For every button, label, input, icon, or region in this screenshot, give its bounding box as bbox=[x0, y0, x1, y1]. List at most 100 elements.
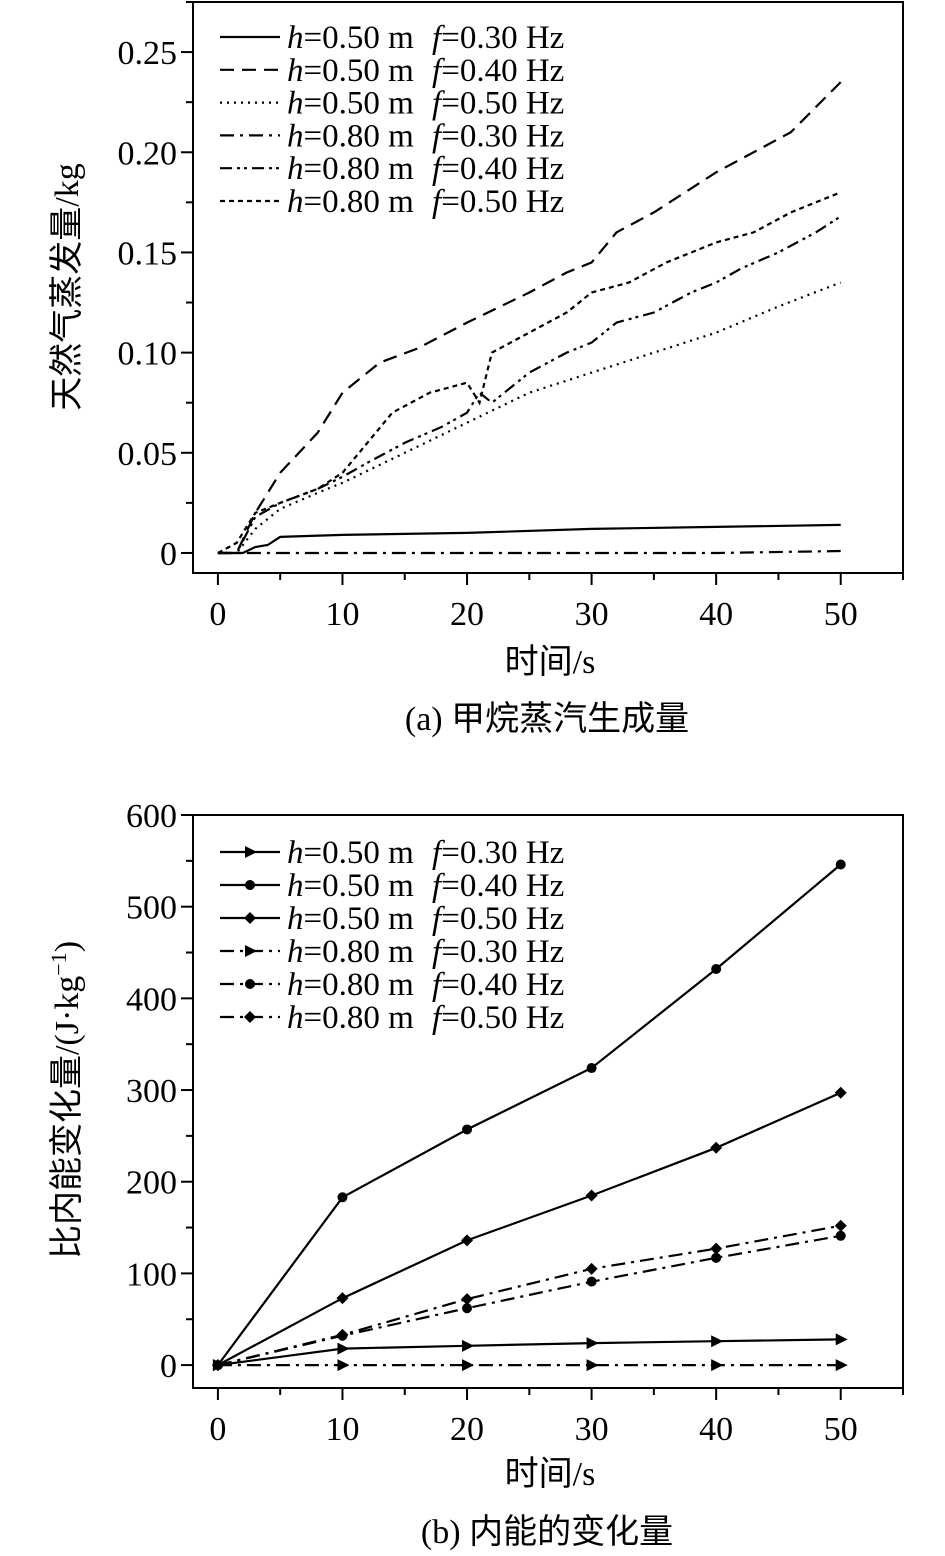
series-line bbox=[217, 215, 842, 555]
series-5 bbox=[217, 215, 842, 555]
x-axis-title: 时间/s bbox=[505, 1456, 596, 1493]
data-point bbox=[586, 1337, 599, 1350]
series-4 bbox=[212, 1359, 848, 1372]
plot-frame bbox=[192, 814, 904, 1389]
y-tick-label: 0.15 bbox=[118, 235, 178, 272]
series-1 bbox=[217, 523, 841, 555]
x-tick-label: 20 bbox=[450, 1411, 484, 1448]
data-point bbox=[835, 1359, 848, 1372]
data-point bbox=[337, 1359, 350, 1372]
series-6 bbox=[217, 191, 842, 554]
legend-label: h=0.50 m f=0.50 Hz bbox=[287, 86, 564, 122]
data-point bbox=[336, 1328, 349, 1341]
legend-label: h=0.80 m f=0.40 Hz bbox=[287, 967, 564, 1003]
legend-marker bbox=[245, 979, 255, 989]
data-point bbox=[337, 1342, 350, 1355]
data-point bbox=[834, 1086, 847, 1099]
series-line bbox=[217, 523, 841, 555]
data-point bbox=[835, 1230, 846, 1241]
data-point bbox=[711, 1252, 722, 1263]
data-point bbox=[462, 1359, 475, 1372]
legend-marker bbox=[244, 1011, 256, 1023]
series-line bbox=[217, 1091, 842, 1367]
data-point bbox=[586, 1063, 597, 1074]
data-point bbox=[211, 1359, 224, 1372]
data-point bbox=[462, 1339, 475, 1352]
y-axis-title: 比内能变化量/(J·kg−1) bbox=[46, 941, 86, 1259]
x-axis-title: 时间/s bbox=[505, 644, 596, 681]
y-tick-label: 0 bbox=[160, 1348, 177, 1385]
y-tick-label: 300 bbox=[126, 1073, 177, 1110]
x-tick-label: 50 bbox=[824, 1411, 858, 1448]
series-line bbox=[217, 191, 842, 554]
legend-label: h=0.50 m f=0.40 Hz bbox=[287, 53, 564, 89]
x-tick-label: 30 bbox=[575, 1411, 609, 1448]
legend-label: h=0.50 m f=0.30 Hz bbox=[287, 20, 564, 56]
data-point bbox=[586, 1359, 599, 1372]
legend-marker bbox=[245, 846, 257, 858]
y-tick-label: 200 bbox=[126, 1165, 177, 1202]
series-2 bbox=[212, 859, 846, 1371]
series-line bbox=[217, 549, 841, 555]
plot-frame bbox=[192, 1, 904, 574]
data-point bbox=[711, 964, 722, 975]
legend-label: h=0.50 m f=0.30 Hz bbox=[287, 835, 564, 871]
y-tick-label: 0.05 bbox=[118, 436, 178, 473]
y-tick-label: 500 bbox=[126, 890, 177, 927]
data-point bbox=[834, 1219, 847, 1232]
series-line bbox=[217, 1338, 841, 1367]
series-6 bbox=[211, 1219, 847, 1372]
legend: h=0.50 m f=0.30 Hzh=0.50 m f=0.40 Hzh=0.… bbox=[220, 20, 564, 220]
chart-b: 0 10 20 30 40 500100200300400500600时间/s比内能变化量… bbox=[46, 798, 904, 1551]
data-point bbox=[586, 1276, 597, 1287]
legend-marker bbox=[244, 912, 256, 924]
series-line bbox=[217, 863, 842, 1366]
series-3 bbox=[211, 1086, 847, 1372]
series-line bbox=[217, 1224, 841, 1367]
y-tick-label: 0.25 bbox=[118, 35, 178, 72]
y-tick-label: 0 bbox=[160, 536, 177, 573]
data-point bbox=[462, 1124, 473, 1135]
figure-caption: (b) 内能的变化量 bbox=[421, 1513, 673, 1551]
x-tick-label: 0 bbox=[209, 596, 226, 633]
y-tick-label: 100 bbox=[126, 1256, 177, 1293]
y-axis-title-end: ) bbox=[49, 941, 86, 952]
data-point bbox=[585, 1262, 598, 1275]
x-tick-label: 10 bbox=[325, 596, 359, 633]
series-4 bbox=[217, 549, 841, 555]
y-axis-title-sup: −1 bbox=[46, 952, 71, 975]
data-point bbox=[711, 1335, 724, 1348]
legend-label: h=0.80 m f=0.40 Hz bbox=[287, 151, 564, 187]
x-tick-label: 20 bbox=[450, 596, 484, 633]
y-axis-title: 天然气蒸发量/kg bbox=[48, 163, 86, 410]
series-line bbox=[217, 281, 842, 555]
legend-label: h=0.80 m f=0.50 Hz bbox=[287, 184, 564, 220]
data-point bbox=[711, 1359, 724, 1372]
legend-label: h=0.80 m f=0.30 Hz bbox=[287, 118, 564, 154]
legend-marker bbox=[245, 945, 257, 957]
series-line bbox=[217, 1234, 841, 1367]
data-point bbox=[336, 1292, 349, 1305]
legend-marker bbox=[245, 880, 255, 890]
series-3 bbox=[217, 281, 842, 555]
data-point bbox=[835, 1333, 848, 1346]
data-point bbox=[337, 1192, 348, 1203]
x-tick-label: 0 bbox=[209, 1411, 226, 1448]
y-tick-label: 0.10 bbox=[118, 336, 178, 373]
y-tick-label: 400 bbox=[126, 981, 177, 1018]
series-1 bbox=[212, 1333, 848, 1372]
y-tick-label: 600 bbox=[126, 798, 177, 835]
data-point bbox=[461, 1234, 474, 1247]
data-point bbox=[710, 1141, 723, 1154]
data-point bbox=[585, 1189, 598, 1202]
y-tick-label: 0.20 bbox=[118, 135, 178, 172]
data-point bbox=[461, 1293, 474, 1306]
legend-label: h=0.80 m f=0.30 Hz bbox=[287, 934, 564, 970]
x-tick-label: 40 bbox=[699, 596, 733, 633]
x-tick-label: 10 bbox=[325, 1411, 359, 1448]
data-point bbox=[462, 1303, 473, 1314]
x-tick-label: 30 bbox=[575, 596, 609, 633]
x-tick-label: 40 bbox=[699, 1411, 733, 1448]
legend: h=0.50 m f=0.30 Hzh=0.50 m f=0.40 Hzh=0.… bbox=[220, 835, 564, 1036]
